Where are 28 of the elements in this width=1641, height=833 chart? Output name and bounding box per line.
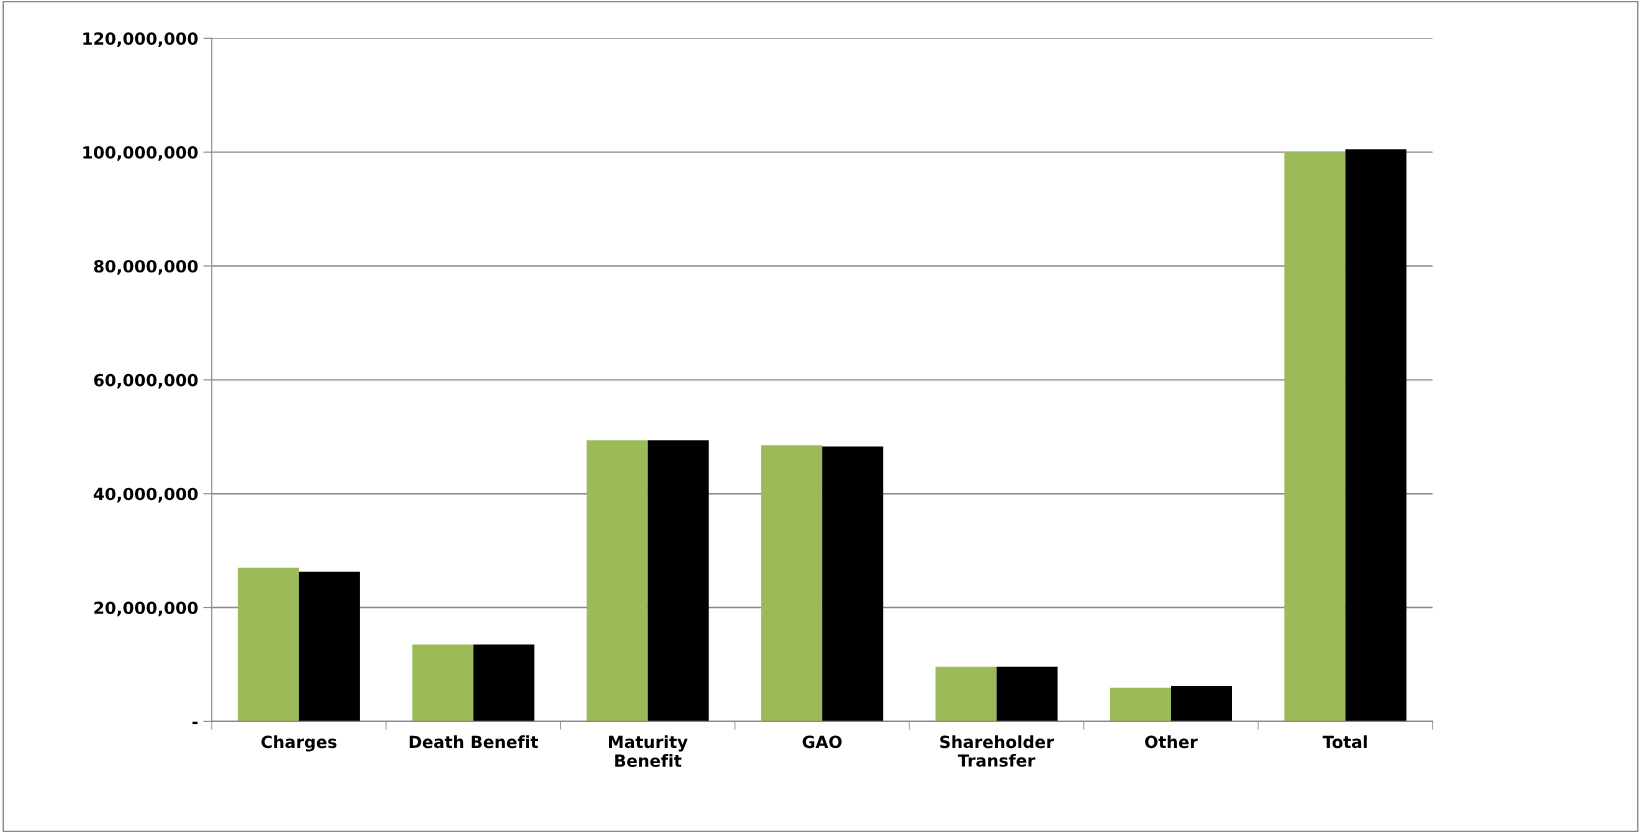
bar bbox=[761, 445, 823, 722]
x-tick-label: Charges bbox=[261, 735, 337, 752]
y-tick-label: 120,000,000 bbox=[83, 32, 198, 48]
bar bbox=[1109, 687, 1171, 722]
bar bbox=[1284, 152, 1346, 722]
y-tick-label: 40,000,000 bbox=[93, 487, 198, 503]
bar bbox=[996, 666, 1058, 722]
y-tick-label: 20,000,000 bbox=[94, 601, 198, 617]
bar bbox=[473, 644, 535, 722]
bar bbox=[935, 666, 997, 722]
y-tick-label: 80,000,000 bbox=[94, 259, 198, 275]
x-tick-label: Maturity Benefit bbox=[609, 735, 688, 767]
bar bbox=[1170, 686, 1233, 722]
x-tick-label: Total bbox=[1322, 735, 1367, 749]
bar bbox=[1345, 149, 1407, 722]
bar bbox=[647, 440, 709, 722]
y-tick-label: 60,000,000 bbox=[94, 373, 198, 389]
bar bbox=[298, 571, 360, 722]
bar bbox=[586, 440, 648, 722]
y-tick-label: - bbox=[192, 721, 198, 725]
x-tick-label: Death Benefit bbox=[409, 735, 538, 749]
bar bbox=[412, 644, 474, 722]
x-tick-label: GAO bbox=[802, 735, 842, 749]
x-tick-label: Other bbox=[1145, 735, 1198, 749]
bar bbox=[237, 567, 299, 722]
x-tick-label: Shareholder Transfer bbox=[940, 735, 1055, 767]
bar bbox=[822, 446, 884, 722]
y-tick-label: 100,000,000 bbox=[83, 146, 198, 161]
